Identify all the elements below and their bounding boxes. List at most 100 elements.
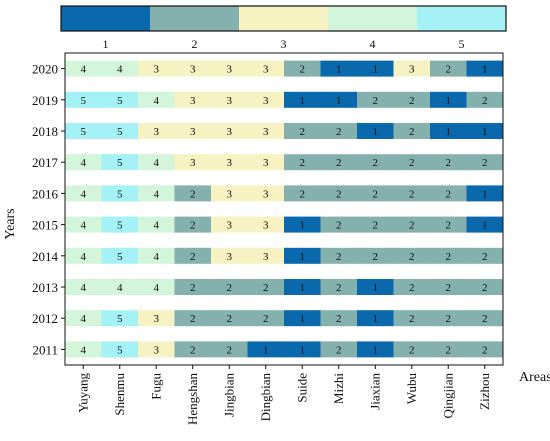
heatmap-cell — [357, 185, 394, 202]
heatmap-cell — [430, 341, 467, 358]
legend-swatch-5 — [417, 6, 506, 31]
cell-value-label: 2 — [336, 220, 342, 232]
cell-value-label: 3 — [263, 126, 269, 138]
heatmap-cell — [247, 123, 285, 139]
cell-value-label: 5 — [117, 188, 123, 200]
heatmap-cell — [357, 216, 394, 233]
y-tick-label: 2020 — [32, 62, 58, 77]
cell-value-label: 2 — [336, 188, 342, 200]
cell-value-label: 4 — [117, 282, 123, 294]
x-tick-label: Jiaxian — [367, 373, 382, 410]
heatmap-cell — [101, 60, 139, 77]
cell-value-label: 1 — [373, 64, 379, 76]
heatmap-cell — [65, 123, 102, 139]
cell-value-label: 2 — [300, 64, 306, 76]
legend-swatch-2 — [150, 6, 239, 31]
heatmap-cell — [357, 154, 394, 171]
cell-value-label: 2 — [446, 313, 452, 325]
cell-value-label: 1 — [482, 64, 488, 76]
heatmap-cell — [174, 123, 212, 139]
heatmap-cell — [247, 60, 285, 77]
cell-value-label: 1 — [300, 220, 306, 232]
cell-value-label: 4 — [81, 157, 87, 169]
cell-value-label: 1 — [446, 95, 452, 107]
cell-value-label: 5 — [117, 251, 123, 263]
y-tick-label: 2013 — [32, 280, 58, 295]
heatmap-cell — [211, 216, 248, 233]
heatmap-cell — [393, 279, 431, 295]
heatmap-cell — [101, 247, 139, 264]
heatmap-cell — [211, 154, 248, 171]
heatmap-cell — [466, 123, 504, 139]
heatmap-cell — [174, 341, 212, 358]
cell-value-label: 3 — [190, 95, 196, 107]
cell-value-label: 3 — [263, 157, 269, 169]
heatmap-cell — [320, 310, 358, 327]
cell-value-label: 2 — [336, 344, 342, 356]
cell-value-label: 2 — [227, 313, 233, 325]
heatmap-cell — [284, 341, 321, 358]
heatmap-cell — [320, 60, 358, 77]
heatmap-cell — [101, 154, 139, 171]
cell-value-label: 2 — [446, 344, 452, 356]
heatmap-cell — [466, 341, 504, 358]
heatmap-cell — [247, 216, 285, 233]
heatmap-cell — [101, 185, 139, 202]
cell-value-label: 2 — [409, 95, 415, 107]
heatmap-cell — [138, 185, 175, 202]
heatmap-cell — [211, 341, 248, 358]
cell-value-label: 2 — [446, 282, 452, 294]
cell-value-label: 2 — [409, 344, 415, 356]
heatmap-cell — [466, 154, 504, 171]
heatmap-cell — [466, 279, 504, 295]
heatmap-cell — [284, 185, 321, 202]
heatmap-cell — [65, 185, 102, 202]
cell-value-label: 3 — [154, 344, 160, 356]
cell-value-label: 2 — [482, 157, 488, 169]
cell-value-label: 4 — [154, 282, 160, 294]
y-tick-label: 2018 — [32, 124, 58, 139]
cell-value-label: 2 — [409, 188, 415, 200]
x-tick-label: Mizhi — [331, 373, 346, 404]
cell-value-label: 4 — [154, 157, 160, 169]
heatmap-cell — [247, 154, 285, 171]
cell-value-label: 4 — [154, 188, 160, 200]
cell-value-label: 4 — [117, 64, 123, 76]
legend: 1 2 3 4 5 — [60, 5, 507, 51]
heatmap-cell — [430, 60, 467, 77]
heatmap-cell — [247, 341, 285, 358]
cell-value-label: 4 — [81, 313, 87, 325]
cell-value-label: 2 — [446, 64, 452, 76]
legend-swatch-3 — [239, 6, 328, 31]
heatmap-cell — [65, 154, 102, 171]
heatmap-cell — [65, 91, 102, 108]
cell-value-label: 2 — [446, 157, 452, 169]
legend-swatch-4 — [328, 6, 417, 31]
cell-value-label: 4 — [81, 188, 87, 200]
heatmap-cell — [65, 216, 102, 233]
cell-value-label: 3 — [263, 220, 269, 232]
cell-value-label: 2 — [482, 251, 488, 263]
y-axis-label: Years — [3, 208, 18, 239]
cell-value-label: 1 — [373, 126, 379, 138]
cell-value-label: 5 — [117, 313, 123, 325]
cell-value-label: 2 — [409, 282, 415, 294]
heatmap-cell — [247, 185, 285, 202]
cell-value-label: 2 — [482, 282, 488, 294]
heatmap-cell — [393, 185, 431, 202]
heatmap-cell — [211, 247, 248, 264]
heatmap-cell — [357, 247, 394, 264]
cell-value-label: 2 — [446, 188, 452, 200]
cell-value-label: 2 — [482, 95, 488, 107]
heatmap-cell — [320, 123, 358, 139]
heatmap-cell — [430, 310, 467, 327]
cell-value-label: 1 — [336, 95, 342, 107]
x-tick-label: Shenmu — [112, 373, 127, 416]
heatmap-cell — [284, 279, 321, 295]
cell-value-label: 3 — [263, 95, 269, 107]
heatmap-cell — [174, 185, 212, 202]
cell-value-label: 2 — [190, 313, 196, 325]
y-tick-label: 2014 — [32, 249, 59, 264]
cell-value-label: 2 — [373, 95, 379, 107]
heatmap-cell — [174, 154, 212, 171]
